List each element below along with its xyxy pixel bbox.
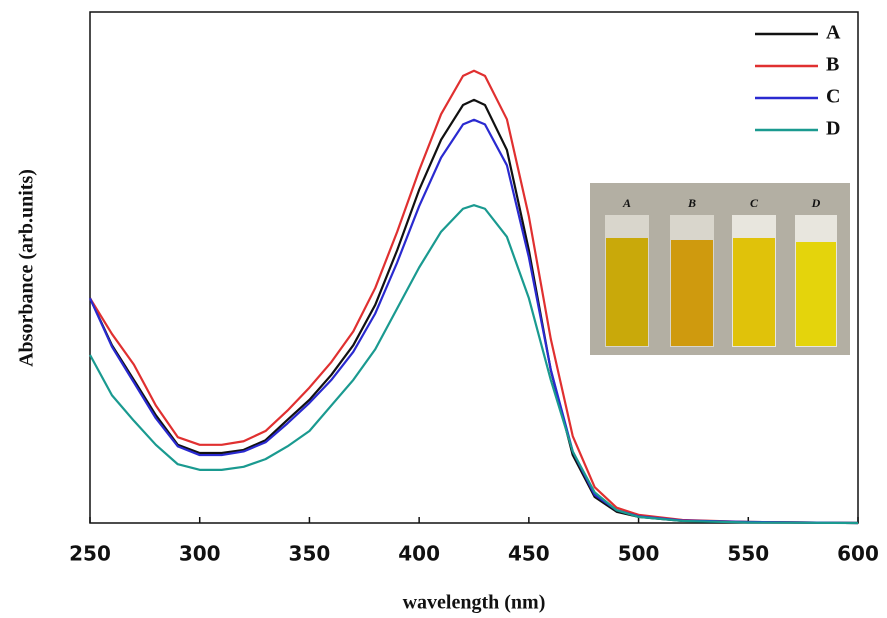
- vial-liquid: [733, 238, 775, 346]
- x-tick-label: 600: [837, 542, 879, 566]
- data-line: [88, 118, 859, 525]
- inset-photo: [590, 183, 850, 355]
- x-tick-label: 400: [398, 542, 440, 566]
- inset-label: A: [622, 196, 631, 210]
- x-tick-label: 550: [727, 542, 769, 566]
- plot-frame: [89, 11, 859, 524]
- inset-label: C: [750, 196, 759, 210]
- inset-label: D: [811, 196, 821, 210]
- x-tick-label: 350: [289, 542, 331, 566]
- data-line: [89, 98, 859, 525]
- vial-liquid: [671, 240, 713, 346]
- y-axis-label: Absorbance (arb.units): [16, 169, 38, 367]
- vial-liquid: [796, 242, 836, 346]
- inset-label: B: [687, 196, 696, 210]
- legend-label: B: [826, 54, 839, 76]
- legend-label: C: [826, 86, 840, 108]
- x-tick-label: 300: [179, 542, 221, 566]
- legend-label: A: [826, 22, 841, 44]
- data-line: [89, 69, 859, 525]
- x-tick-label: 500: [618, 542, 660, 566]
- legend-label: D: [826, 118, 840, 140]
- x-tick-label: 450: [508, 542, 550, 566]
- vial-liquid: [606, 238, 648, 346]
- x-axis-label: wavelength (nm): [403, 592, 546, 614]
- data-line: [89, 204, 859, 525]
- x-tick-label: 250: [69, 542, 111, 566]
